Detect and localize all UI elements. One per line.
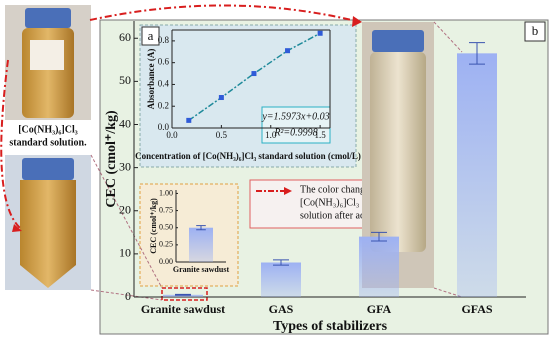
y-tick-label: 20 xyxy=(119,203,131,217)
y-tick-label: 0 xyxy=(125,289,131,303)
point xyxy=(317,30,323,36)
highlight-box xyxy=(161,287,208,301)
point xyxy=(218,95,224,101)
x-tick-label: Granite sawdust xyxy=(141,302,225,316)
connector xyxy=(90,289,163,301)
r-squared: R²=0.9998 xyxy=(273,127,317,138)
panel-label-box xyxy=(141,26,160,46)
change-arrowhead xyxy=(352,16,362,27)
x-axis-label: Concentration of [Co(NH₃)₆]Cl₃ standard … xyxy=(135,151,361,161)
error-bar xyxy=(196,225,206,231)
panel-label: b xyxy=(532,23,539,38)
change-arrow xyxy=(89,4,361,23)
y-tick-label: 0.2 xyxy=(158,100,169,110)
y-tick-label: 0.25 xyxy=(159,240,173,249)
change-arrow xyxy=(0,59,21,229)
y-axis-label: CEC (cmol⁺/kg) xyxy=(104,110,119,208)
x-axis-label: Types of stabilizers xyxy=(273,319,388,334)
bar xyxy=(189,227,213,262)
photo-granite xyxy=(5,155,91,290)
y-tick-label: 50 xyxy=(119,73,131,87)
panel-label: a xyxy=(148,28,154,43)
note-arrowhead xyxy=(284,187,292,195)
x-tick-label: 1.0 xyxy=(265,130,277,140)
note-text: [Co(NH₃)₆]Cl₃ standard xyxy=(300,197,396,208)
note-text: solution after adsorption . xyxy=(300,210,403,221)
bar xyxy=(359,236,399,297)
y-tick-label: 40 xyxy=(119,116,131,130)
y-tick-label: 0.0 xyxy=(158,122,170,132)
y-axis-label: Absorbance (A) xyxy=(146,49,156,110)
photo-standard xyxy=(5,5,91,120)
x-tick-label: GFA xyxy=(367,302,392,316)
y-tick-label: 1.00 xyxy=(159,188,173,197)
photo-caption: standard solution. xyxy=(9,137,87,148)
bar xyxy=(163,294,203,297)
x-tick-label: 0.0 xyxy=(166,130,178,140)
y-tick-label: 60 xyxy=(119,30,131,44)
point xyxy=(285,48,291,54)
y-tick-label: 10 xyxy=(119,246,131,260)
change-arrowhead xyxy=(12,224,22,232)
y-tick-label: 0.75 xyxy=(159,205,173,214)
bar xyxy=(457,53,497,297)
error-bar xyxy=(371,231,387,242)
y-tick-label: 0.4 xyxy=(158,79,170,89)
x-tick-label: 0.5 xyxy=(216,130,228,140)
photo-caption: [Co(NH₃)₆]Cl₃ xyxy=(18,124,78,135)
error-bar xyxy=(175,293,191,296)
connector xyxy=(90,154,163,289)
y-tick-label: 0.8 xyxy=(158,35,170,45)
point xyxy=(251,71,257,77)
y-tick-label: 0.00 xyxy=(159,257,173,266)
y-tick-label: 0.6 xyxy=(158,57,170,67)
panel-label-box xyxy=(524,21,546,42)
y-tick-label: 30 xyxy=(119,159,131,173)
y-axis-label: CEC (cmol⁺/kg) xyxy=(149,198,158,254)
connector xyxy=(433,21,463,53)
x-tick-label: GFAS xyxy=(461,302,492,316)
equation-box xyxy=(261,106,331,144)
note-text: The color change of the xyxy=(300,184,396,195)
error-bar xyxy=(273,259,289,266)
x-tick-label: 1.5 xyxy=(315,130,327,140)
bar xyxy=(261,262,301,297)
error-bar xyxy=(469,42,485,65)
point xyxy=(186,117,192,123)
equation: y=1.5973x+0.03 xyxy=(261,111,329,122)
y-tick-label: 0.50 xyxy=(159,223,173,232)
x-tick-label: GAS xyxy=(269,302,294,316)
x-tick-label: Granite sawdust xyxy=(173,265,230,274)
